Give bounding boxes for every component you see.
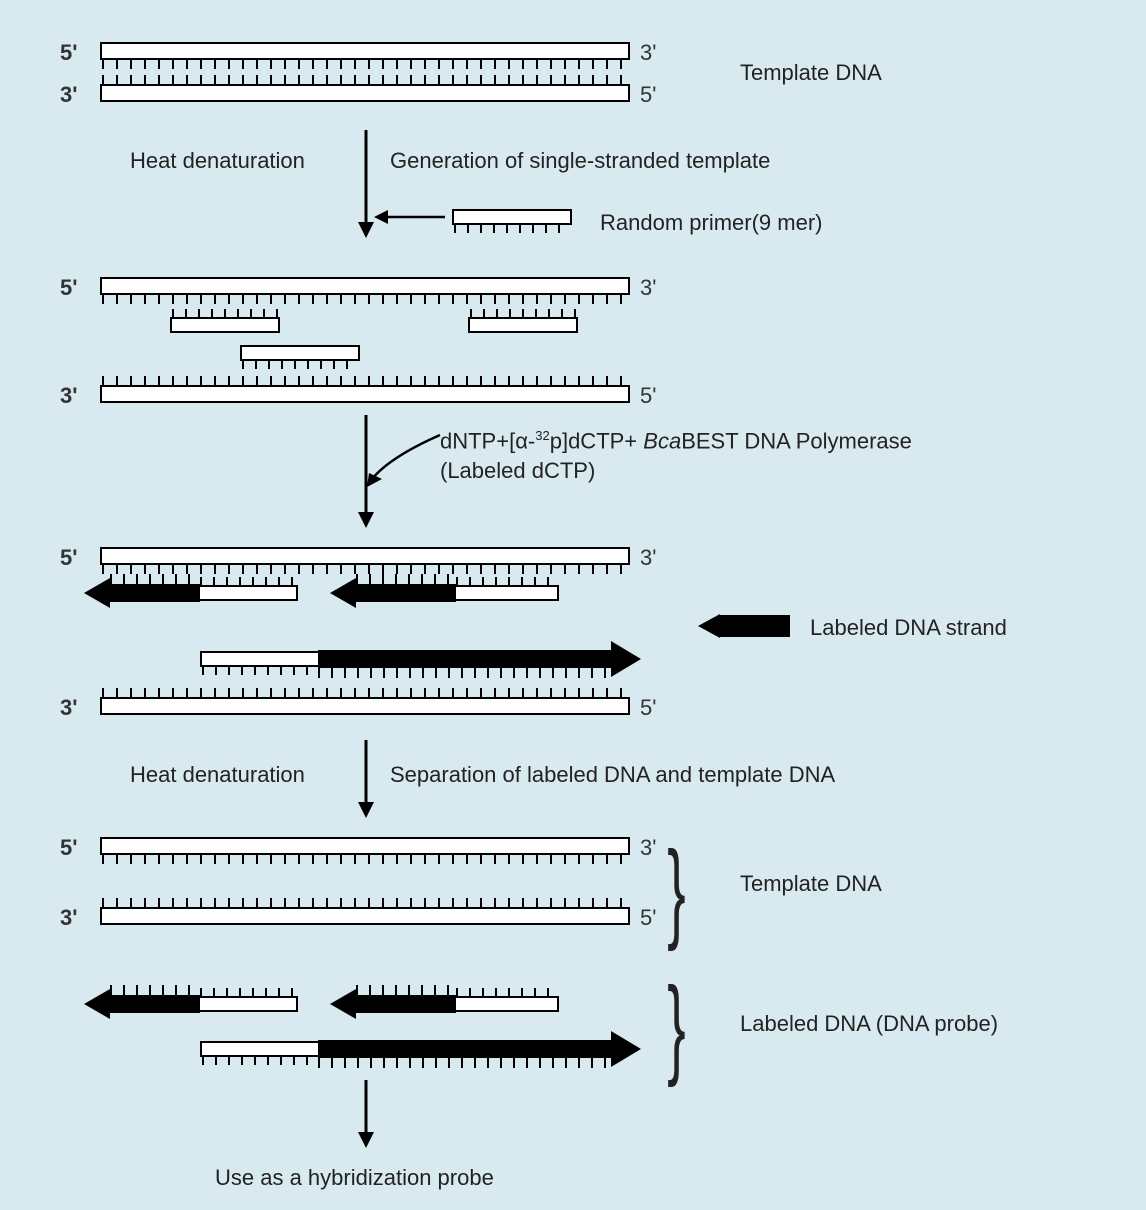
dntp-line1a: dNTP+[α- <box>440 428 535 453</box>
template-top-strand <box>100 42 630 60</box>
probe2-primer <box>454 996 559 1012</box>
s3-primer-1 <box>198 585 298 601</box>
brace-template: } <box>667 847 685 935</box>
heat-denaturation-2: Heat denaturation <box>130 762 305 788</box>
probe1-head <box>84 989 110 1019</box>
s4-5-top: 5' <box>60 835 77 861</box>
s2-primer-1 <box>170 317 280 333</box>
final-template-label: Template DNA <box>740 871 882 897</box>
end-3-top: 3' <box>640 40 656 66</box>
step-primers-annealed: 5' 3' 3' 5' <box>0 275 1146 425</box>
end-5-bottom: 5' <box>640 82 656 108</box>
separation-label: Separation of labeled DNA and template D… <box>390 762 835 788</box>
s3-primer-2 <box>454 585 559 601</box>
labeled-dctp: (Labeled dCTP) <box>440 458 595 484</box>
s2-bottom-strand <box>100 385 630 403</box>
probe1-black <box>110 995 200 1013</box>
s2-primer-3 <box>240 345 360 361</box>
probe3-black <box>318 1040 613 1058</box>
s2-3-bottom: 3' <box>60 383 77 409</box>
dntp-label: dNTP+[α-32p]dCTP+ BcaBEST DNA Polymerase <box>440 428 912 454</box>
step-probes: } Labeled DNA (DNA probe) <box>0 985 1146 1105</box>
s3-black-2 <box>356 584 456 602</box>
s3-black-1 <box>110 584 200 602</box>
final-probe-label: Labeled DNA (DNA probe) <box>740 1011 998 1037</box>
s4-5-bottom: 5' <box>640 905 656 931</box>
s2-primer-2 <box>468 317 578 333</box>
end-5-top: 5' <box>60 40 77 66</box>
s3-top-strand <box>100 547 630 565</box>
s3-arrowhead-3 <box>611 641 641 677</box>
labeled-dna-strand-label: Labeled DNA strand <box>810 615 1007 641</box>
s2-5-top: 5' <box>60 275 77 301</box>
random-primer-label: Random primer(9 mer) <box>600 210 823 236</box>
probe2-black <box>356 995 456 1013</box>
template-dna-label: Template DNA <box>740 60 882 86</box>
single-stranded-label: Generation of single-stranded template <box>390 148 770 174</box>
heat-denaturation-1: Heat denaturation <box>130 148 305 174</box>
step-template-dna: 5' 3' 3' 5' Template DNA <box>0 40 1146 130</box>
s4-bottom-strand <box>100 907 630 925</box>
step-extension: 5' 3' Labeled DNA strand 3' 5' <box>0 545 1146 735</box>
s3-arrowhead-2 <box>330 578 356 608</box>
s4-3-top: 3' <box>640 835 656 861</box>
s3-arrowhead-1 <box>84 578 110 608</box>
s3-5-bottom: 5' <box>640 695 656 721</box>
dntp-line1b: p]dCTP+ <box>550 428 644 453</box>
s3-black-3 <box>318 650 613 668</box>
dntp-italic: Bca <box>643 428 681 453</box>
use-probe-label: Use as a hybridization probe <box>215 1165 494 1191</box>
primer-feed-arrow <box>370 205 450 235</box>
step-separated-template: 5' 3' 3' 5' } Template DNA <box>0 835 1146 965</box>
probe1-primer <box>198 996 298 1012</box>
s3-3-top: 3' <box>640 545 656 571</box>
s3-primer-3 <box>200 651 320 667</box>
arrow-final <box>356 1080 376 1150</box>
dntp-line1c: BEST DNA Polymerase <box>681 428 912 453</box>
s2-5-bottom: 5' <box>640 383 656 409</box>
random-primer-icon <box>452 209 572 225</box>
probe3-primer <box>200 1041 320 1057</box>
template-bottom-strand <box>100 84 630 102</box>
s2-top-strand <box>100 277 630 295</box>
dntp-sup: 32 <box>535 428 549 443</box>
s3-bottom-strand <box>100 697 630 715</box>
probe3-head <box>611 1031 641 1067</box>
s2-3-top: 3' <box>640 275 656 301</box>
s4-3-bottom: 3' <box>60 905 77 931</box>
s3-3-bottom: 3' <box>60 695 77 721</box>
probe2-head <box>330 989 356 1019</box>
s4-top-strand <box>100 837 630 855</box>
labeled-strand-pointer-bar <box>720 615 790 637</box>
end-3-bottom: 3' <box>60 82 77 108</box>
s3-5-top: 5' <box>60 545 77 571</box>
brace-probe: } <box>667 983 685 1071</box>
arrow-denature-2 <box>356 740 376 820</box>
labeled-strand-pointer-head <box>698 614 720 638</box>
